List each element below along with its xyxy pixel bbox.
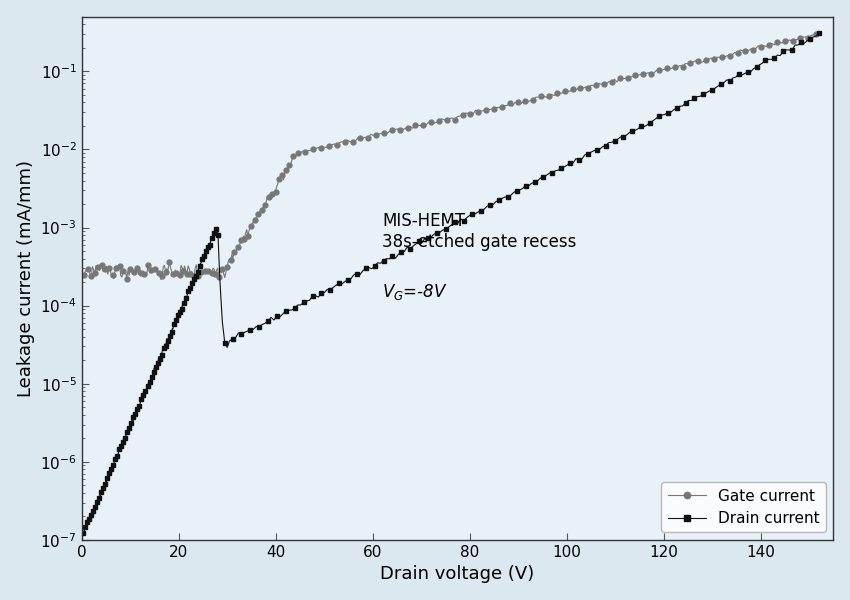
Drain current — [805, 35, 815, 42]
Gate current — [156, 276, 166, 283]
X-axis label: Drain voltage (V): Drain voltage (V) — [381, 565, 535, 583]
Drain current — [218, 318, 228, 325]
Gate current — [813, 29, 824, 37]
Text: MIS-HEMT
38s-etched gate recess: MIS-HEMT 38s-etched gate recess — [382, 212, 577, 251]
Legend: Gate current, Drain current: Gate current, Drain current — [661, 482, 825, 532]
Gate current — [583, 84, 593, 91]
Gate current — [559, 88, 570, 95]
Gate current — [280, 169, 290, 176]
Gate current — [79, 271, 89, 278]
Gate current — [371, 131, 381, 139]
Drain current — [813, 30, 824, 37]
Drain current — [488, 201, 498, 208]
Drain current — [78, 529, 88, 536]
Line: Gate current: Gate current — [82, 31, 821, 282]
Y-axis label: Leakage current (mA/mm): Leakage current (mA/mm) — [17, 160, 35, 397]
Text: $V_G$=-8V: $V_G$=-8V — [382, 282, 448, 302]
Gate current — [413, 122, 423, 129]
Drain current — [254, 323, 264, 330]
Drain current — [182, 293, 192, 300]
Drain current — [248, 326, 258, 333]
Line: Drain current: Drain current — [81, 31, 821, 535]
Gate current — [161, 268, 171, 275]
